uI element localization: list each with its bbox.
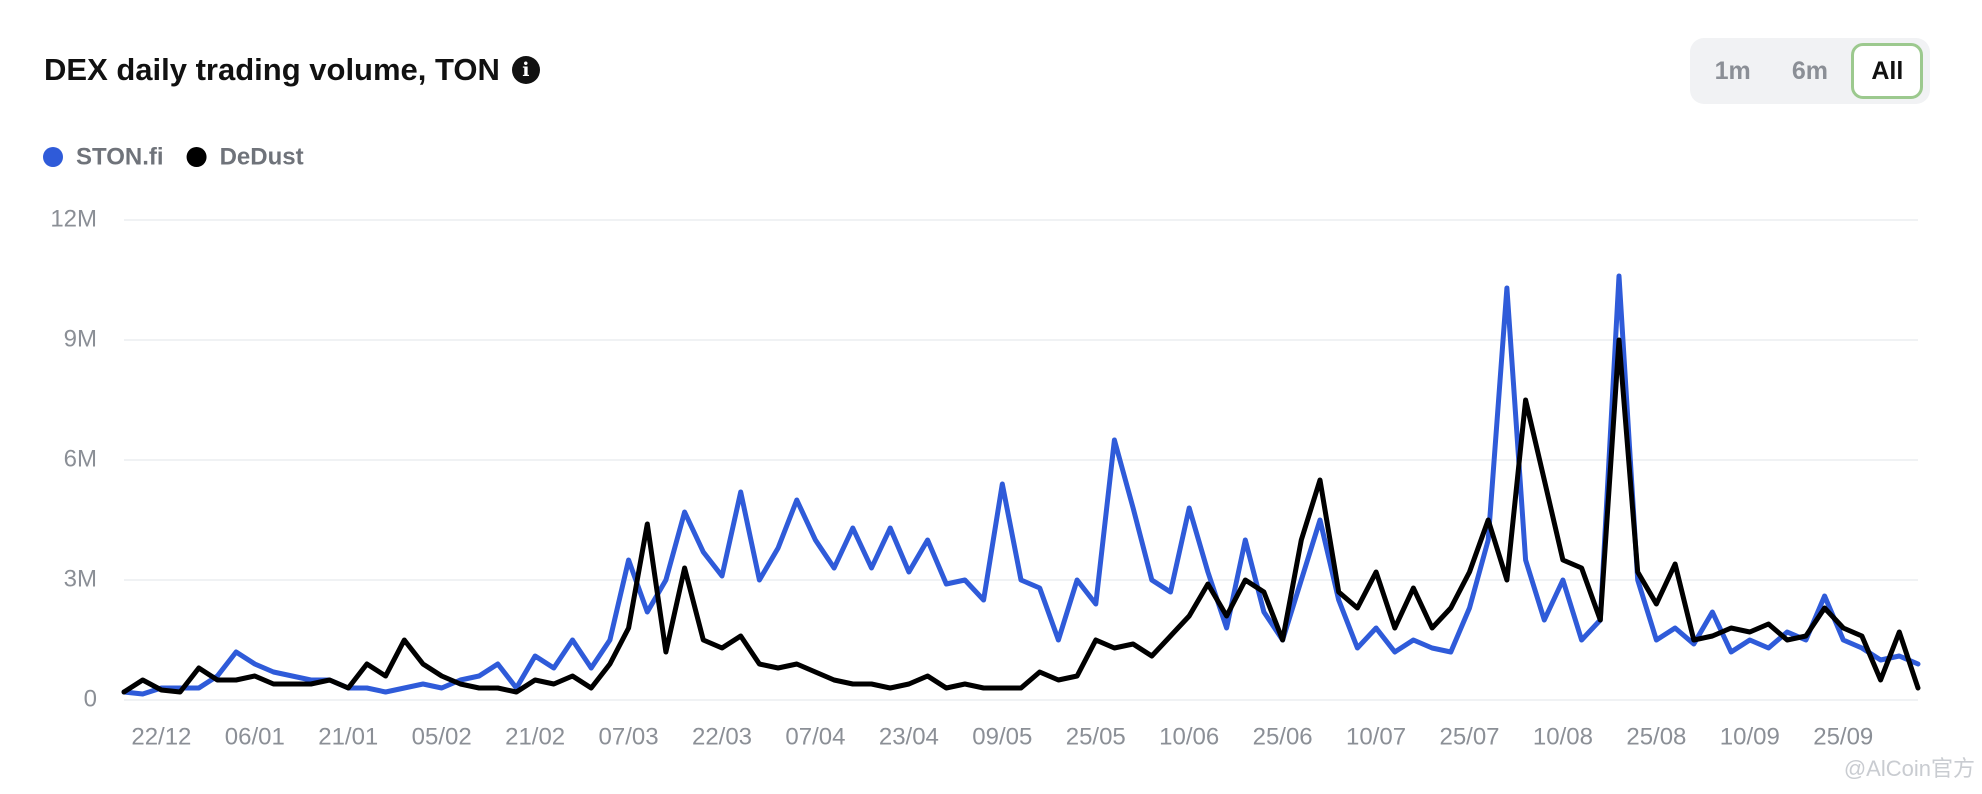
x-tick-label: 07/04 bbox=[785, 723, 845, 750]
range-button[interactable]: All bbox=[1851, 43, 1924, 99]
x-tick-label: 25/09 bbox=[1813, 723, 1873, 750]
x-tick-label: 25/06 bbox=[1253, 723, 1313, 750]
x-tick-label: 10/06 bbox=[1159, 723, 1219, 750]
x-tick-label: 22/12 bbox=[131, 723, 191, 750]
range-toggle: 1m 6m All bbox=[1690, 38, 1930, 104]
range-button[interactable]: 6m bbox=[1791, 56, 1829, 85]
x-tick-label: 07/03 bbox=[599, 723, 659, 750]
x-tick-label: 21/01 bbox=[318, 723, 378, 750]
x-tick-label: 22/03 bbox=[692, 723, 752, 750]
legend-marker bbox=[186, 147, 207, 167]
legend-label: STON.fi bbox=[76, 143, 164, 170]
x-tick-label: 09/05 bbox=[972, 723, 1032, 750]
legend-label: DeDust bbox=[220, 143, 304, 170]
x-tick-label: 10/08 bbox=[1533, 723, 1593, 750]
y-tick-label: 0 bbox=[84, 685, 97, 712]
x-tick-label: 10/09 bbox=[1720, 723, 1780, 750]
range-button[interactable]: 1m bbox=[1714, 56, 1751, 85]
title-row: DEX daily trading volume, TON i bbox=[44, 52, 540, 88]
x-tick-label: 06/01 bbox=[225, 723, 285, 750]
series-line bbox=[121, 273, 1921, 697]
watermark: @AlCoin官方 bbox=[1844, 756, 1975, 781]
chart-title: DEX daily trading volume, TON bbox=[44, 52, 500, 87]
x-tick-label: 25/05 bbox=[1066, 723, 1126, 750]
y-tick-label: 9M bbox=[64, 325, 97, 352]
legend-marker bbox=[43, 147, 63, 167]
x-tick-label: 10/07 bbox=[1346, 723, 1406, 750]
series-line bbox=[121, 337, 1921, 695]
x-tick-label: 05/02 bbox=[412, 723, 472, 750]
x-tick-label: 21/02 bbox=[505, 723, 565, 750]
y-tick-label: 3M bbox=[64, 565, 97, 592]
x-tick-label: 25/07 bbox=[1439, 723, 1499, 750]
y-tick-label: 12M bbox=[50, 205, 97, 232]
y-tick-label: 6M bbox=[64, 445, 97, 472]
x-tick-label: 25/08 bbox=[1626, 723, 1686, 750]
info-icon[interactable]: i bbox=[511, 56, 540, 84]
x-tick-label: 23/04 bbox=[879, 723, 939, 750]
